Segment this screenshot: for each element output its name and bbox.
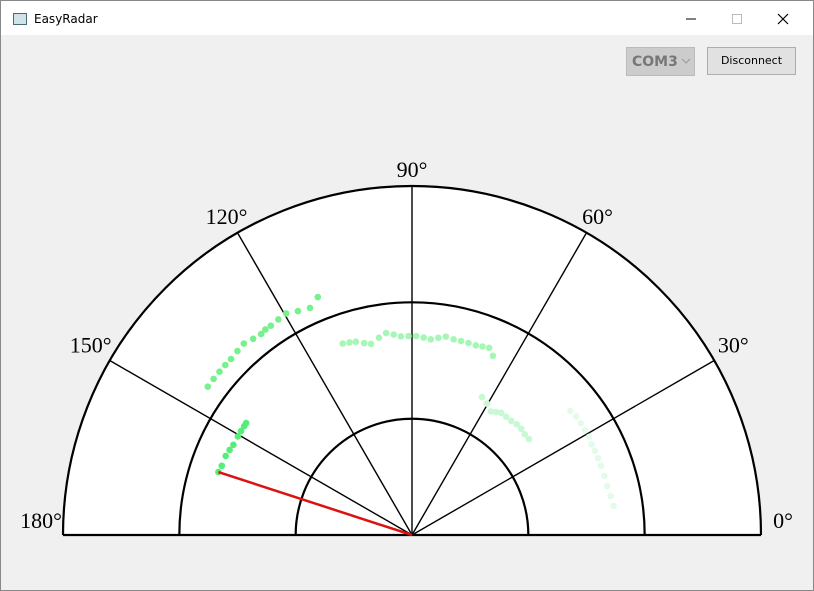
echo-point [367,340,375,348]
echo-point [572,413,580,420]
angle-spoke [109,359,413,536]
echo-point [275,316,282,323]
echo-point [240,340,248,347]
echo-point [607,492,614,500]
echo-point [352,338,360,346]
echo-point [497,409,505,417]
echo-point [210,375,217,383]
echo-point [314,293,322,301]
echo-point [457,337,465,345]
angle-label: 0° [773,508,793,533]
echo-point [221,361,229,369]
echo-point [483,400,491,407]
echo-point [465,339,472,347]
echo-point [525,435,533,443]
echo-point [521,430,529,438]
app-icon [13,13,27,25]
echo-point [492,408,500,416]
echo-point [479,343,486,350]
combo-arrow [681,58,691,64]
echo-point [397,333,405,340]
echo-point [567,407,574,415]
echo-point [442,333,450,340]
echo-point [204,383,212,390]
echo-point [581,426,589,434]
echo-point [249,335,257,343]
echo-point [610,502,617,510]
echo-point [594,455,602,462]
echo-point [489,352,497,360]
echo-point [390,331,398,338]
echo-point [262,326,269,333]
echo-point [472,342,480,349]
echo-point [227,355,235,363]
echo-point [234,347,241,355]
echo-point [346,339,353,346]
maximize-button[interactable] [727,9,747,29]
angle-label: 60° [582,204,613,229]
echo-point [226,446,233,454]
echo-point [450,335,457,343]
echo-point [588,440,595,448]
angle-label: 30° [718,333,749,358]
window-title: EasyRadar [34,12,98,26]
title-bar: EasyRadar [1,1,813,35]
echo-point [306,304,314,312]
echo-point [237,427,245,435]
echo-point [375,334,383,341]
echo-point [513,420,521,428]
angle-spoke [411,359,715,536]
close-button[interactable] [773,9,793,29]
echo-point [507,417,515,425]
echo-point [420,334,428,341]
angle-spoke [236,232,413,536]
echo-point [517,425,525,433]
echo-point [427,336,435,343]
echo-point [282,310,290,317]
port-value: COM3 [632,54,678,70]
echo-point [412,332,420,340]
echo-point [242,419,250,427]
echo-point [577,419,585,427]
angle-label: 180° [20,508,62,533]
echo-point [597,462,605,470]
echo-point [216,368,223,376]
echo-point [591,447,599,455]
echo-point [222,452,229,460]
echo-point [478,393,486,401]
disconnect-button[interactable]: Disconnect [707,47,796,75]
angle-label: 150° [70,333,112,358]
angle-spoke [411,232,588,536]
echo-point [487,408,495,415]
minimize-button[interactable] [681,9,701,29]
echo-point [230,441,237,449]
echo-point [382,329,390,337]
echo-point [339,340,347,347]
echo-point [435,334,442,342]
echo-point [294,307,302,315]
echo-point [603,482,611,490]
port-combo[interactable]: COM3 [626,47,695,76]
sweep-line [217,470,413,537]
echo-point [218,462,226,470]
echo-point [405,332,412,340]
angle-label: 90° [397,157,428,182]
echo-point [234,433,242,440]
echo-point [601,472,608,480]
echo-point [267,322,275,330]
echo-point [360,339,368,347]
echo-point [585,433,593,441]
angle-label: 120° [206,204,248,229]
echo-point [502,413,510,420]
echo-point [257,330,265,338]
echo-point [485,344,493,352]
